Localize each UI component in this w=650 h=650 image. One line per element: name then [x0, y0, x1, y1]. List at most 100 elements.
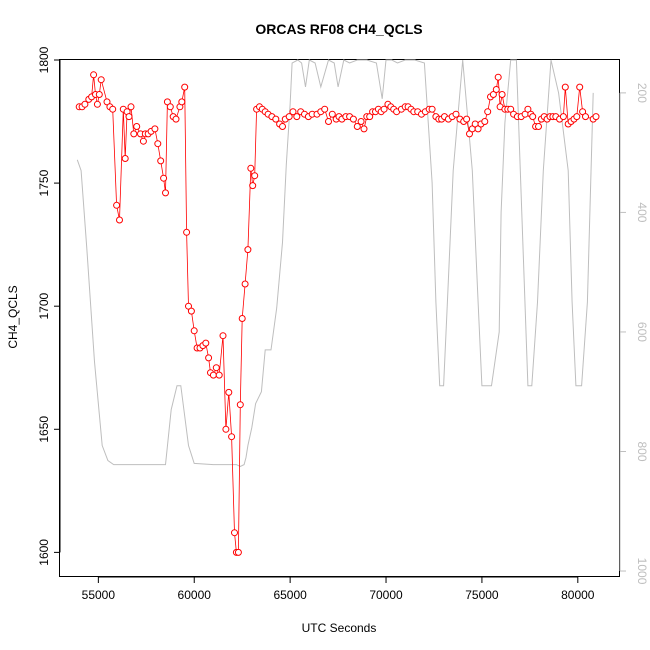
ch4-point	[492, 86, 500, 93]
ch4-point	[576, 83, 584, 91]
ch4-point	[236, 401, 244, 409]
x-tick-label: 55000	[82, 588, 116, 602]
ch4-point	[231, 529, 238, 537]
ch4-point	[234, 548, 242, 556]
ch4-point	[219, 332, 227, 340]
y-axis-left: 1600 1650 1700 1750 1800	[37, 46, 61, 566]
x-tick-label: 80000	[561, 588, 595, 602]
ch4-point	[172, 115, 180, 123]
ch4-point	[181, 83, 189, 91]
ch4-point	[357, 118, 365, 125]
y-axis-right: 200 400 600 800 1000	[619, 83, 649, 585]
y2-tick-label: 400	[635, 202, 649, 222]
ch4-point	[116, 216, 123, 224]
ch4-point	[154, 140, 162, 148]
ch4-point	[166, 103, 174, 111]
ch4-point	[97, 76, 105, 84]
ch4-point	[524, 105, 532, 113]
x-axis: 55000 60000 65000 70000 75000 80000	[82, 576, 595, 602]
ch4-point	[561, 83, 569, 91]
ch4-series	[75, 71, 600, 556]
ch4-point	[279, 123, 286, 130]
ch4-point	[187, 307, 195, 315]
ch4-point	[190, 327, 198, 335]
ch4-point	[353, 123, 361, 130]
ch4-point	[247, 164, 255, 172]
ch4-point	[494, 73, 502, 81]
ch4-point	[125, 113, 133, 121]
ch4-point	[592, 113, 600, 121]
ch4-point	[113, 201, 121, 209]
x-axis-label: UTC Seconds	[302, 621, 377, 635]
ch4-point	[380, 105, 388, 113]
ch4-point	[489, 91, 497, 98]
ch4-point	[151, 125, 159, 133]
ch4-point	[463, 115, 471, 123]
y2-tick-label: 1000	[635, 558, 649, 585]
x-tick-label: 60000	[178, 588, 212, 602]
ch4-point	[222, 425, 230, 433]
ch4-point	[238, 315, 246, 322]
ch4-point	[215, 371, 223, 379]
ch4-point	[241, 280, 249, 288]
altitude-series	[76, 59, 594, 467]
ch4-point	[498, 91, 506, 98]
ch4-point	[139, 137, 147, 145]
y-axis-label: CH4_QCLS	[6, 285, 20, 348]
ch4-point	[121, 155, 129, 162]
ch4-point	[133, 123, 141, 130]
y2-tick-label: 200	[635, 83, 649, 103]
ch4-point	[325, 118, 332, 125]
ch4-point	[328, 110, 336, 118]
ch4-point	[212, 364, 220, 372]
ch4-point	[160, 174, 168, 182]
ch4-point	[228, 433, 236, 441]
ch4-point	[130, 130, 138, 138]
ch4-point	[285, 113, 293, 121]
y-tick-label: 1650	[37, 416, 51, 443]
ch4-point	[481, 118, 489, 125]
ch4-point	[95, 91, 103, 98]
ch4-point	[183, 228, 191, 236]
y-tick-label: 1700	[37, 293, 51, 320]
y-tick-label: 1600	[37, 539, 51, 566]
y2-tick-label: 600	[635, 322, 649, 342]
ch4-point	[209, 371, 217, 379]
ch4-point	[178, 98, 186, 106]
ch4-point	[293, 113, 301, 121]
x-tick-label: 65000	[273, 588, 307, 602]
x-tick-label: 70000	[369, 588, 403, 602]
ch4-point	[484, 108, 492, 116]
plot-frame	[59, 59, 620, 577]
ch4-point	[205, 354, 213, 362]
ch4-point	[251, 172, 259, 180]
ch4-point	[81, 100, 89, 108]
ch4-point	[529, 113, 537, 121]
ch4-point	[127, 103, 135, 111]
ch4-point	[225, 388, 233, 396]
x-tick-label: 75000	[465, 588, 499, 602]
ch4-point	[360, 125, 368, 133]
ch4-point	[428, 105, 436, 113]
y-tick-label: 1800	[37, 46, 51, 73]
ch4-point	[157, 157, 165, 165]
ch4-point	[289, 108, 297, 116]
ch4-point	[272, 115, 280, 123]
ch4-point	[93, 100, 101, 108]
ch4-point	[582, 113, 589, 121]
ch4-point	[573, 113, 581, 121]
ch4-point	[559, 113, 567, 121]
y2-tick-label: 800	[635, 441, 649, 461]
ch4-point	[507, 105, 515, 113]
ch4-point	[249, 182, 257, 190]
altitude-line	[76, 59, 594, 467]
ch4-point	[244, 246, 252, 254]
ch4-point	[349, 115, 357, 123]
ch4-point	[90, 71, 98, 79]
ch4-point	[452, 110, 460, 118]
ch4-point	[535, 123, 542, 130]
y-tick-label: 1750	[37, 169, 51, 196]
chart-title: ORCAS RF08 CH4_QCLS	[255, 21, 422, 37]
ch4-point	[321, 105, 329, 113]
